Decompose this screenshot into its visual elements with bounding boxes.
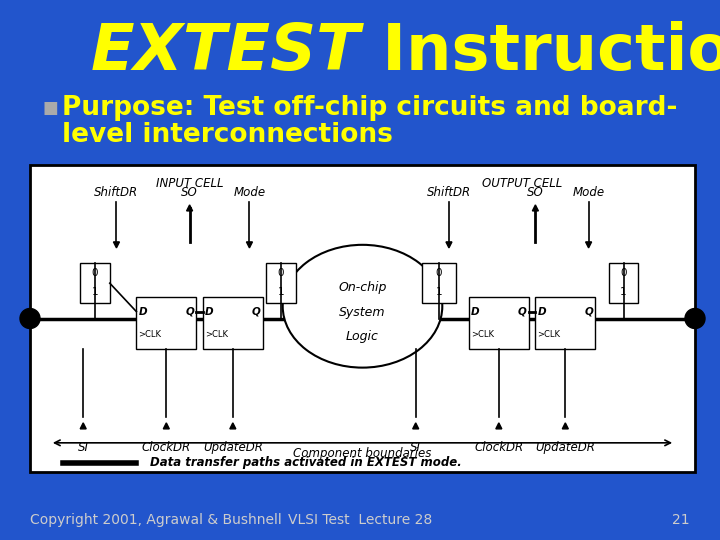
Polygon shape xyxy=(446,242,452,248)
Text: Q: Q xyxy=(252,307,261,316)
Text: ShiftDR: ShiftDR xyxy=(94,186,138,199)
Text: UpdateDR: UpdateDR xyxy=(536,441,595,454)
Text: Mode: Mode xyxy=(233,186,266,199)
Text: Copyright 2001, Agrawal & Bushnell: Copyright 2001, Agrawal & Bushnell xyxy=(30,513,282,527)
Bar xyxy=(266,263,296,303)
Text: level interconnections: level interconnections xyxy=(62,122,393,148)
Ellipse shape xyxy=(283,245,442,368)
Bar xyxy=(80,263,109,303)
Polygon shape xyxy=(114,242,120,248)
Text: 0: 0 xyxy=(91,268,98,278)
Text: 0: 0 xyxy=(620,268,627,278)
Bar xyxy=(30,165,695,472)
Polygon shape xyxy=(413,423,419,429)
Text: >CLK: >CLK xyxy=(205,330,228,339)
Text: D: D xyxy=(471,307,480,316)
Polygon shape xyxy=(246,242,253,248)
Bar xyxy=(536,297,595,349)
Bar xyxy=(469,297,528,349)
Text: >CLK: >CLK xyxy=(537,330,560,339)
Text: Mode: Mode xyxy=(572,186,605,199)
Circle shape xyxy=(685,308,705,328)
Text: System: System xyxy=(339,306,386,319)
Text: 1: 1 xyxy=(278,287,284,297)
Text: D: D xyxy=(537,307,546,316)
Bar xyxy=(203,297,263,349)
Bar xyxy=(136,297,197,349)
Text: SO: SO xyxy=(527,186,544,199)
Text: ■: ■ xyxy=(42,99,58,117)
Text: OUTPUT CELL: OUTPUT CELL xyxy=(482,177,562,190)
Text: SI: SI xyxy=(410,441,421,454)
Text: D: D xyxy=(138,307,147,316)
Text: 0: 0 xyxy=(436,268,442,278)
Polygon shape xyxy=(562,423,568,429)
Bar xyxy=(608,263,639,303)
Polygon shape xyxy=(585,242,592,248)
Text: Component boundaries: Component boundaries xyxy=(293,447,432,460)
Text: 1: 1 xyxy=(91,287,98,297)
Text: SO: SO xyxy=(181,186,198,199)
Polygon shape xyxy=(496,423,502,429)
Text: 1: 1 xyxy=(620,287,627,297)
Text: 21: 21 xyxy=(672,513,690,527)
Circle shape xyxy=(20,308,40,328)
Text: ClockDR: ClockDR xyxy=(142,441,191,454)
Text: Instruction: Instruction xyxy=(360,21,720,83)
Text: Purpose: Test off-chip circuits and board-: Purpose: Test off-chip circuits and boar… xyxy=(62,95,678,121)
Text: 0: 0 xyxy=(278,268,284,278)
Text: ShiftDR: ShiftDR xyxy=(427,186,471,199)
Text: UpdateDR: UpdateDR xyxy=(203,441,263,454)
Text: Data transfer paths activated in EXTEST mode.: Data transfer paths activated in EXTEST … xyxy=(150,456,462,469)
Text: INPUT CELL: INPUT CELL xyxy=(156,177,223,190)
Bar xyxy=(423,263,456,303)
Text: Q: Q xyxy=(518,307,527,316)
Text: VLSI Test  Lecture 28: VLSI Test Lecture 28 xyxy=(288,513,432,527)
Text: SI: SI xyxy=(78,441,89,454)
Polygon shape xyxy=(230,423,236,429)
Text: Q: Q xyxy=(585,307,593,316)
Text: On-chip: On-chip xyxy=(338,281,387,294)
Polygon shape xyxy=(80,423,86,429)
Polygon shape xyxy=(186,205,193,211)
Text: >CLK: >CLK xyxy=(138,330,161,339)
Text: Q: Q xyxy=(185,307,194,316)
Text: 1: 1 xyxy=(436,287,442,297)
Text: EXTEST: EXTEST xyxy=(90,21,360,83)
Text: >CLK: >CLK xyxy=(471,330,494,339)
Text: Logic: Logic xyxy=(346,330,379,343)
Text: ClockDR: ClockDR xyxy=(474,441,523,454)
Text: D: D xyxy=(205,307,214,316)
Polygon shape xyxy=(163,423,169,429)
Polygon shape xyxy=(532,205,539,211)
